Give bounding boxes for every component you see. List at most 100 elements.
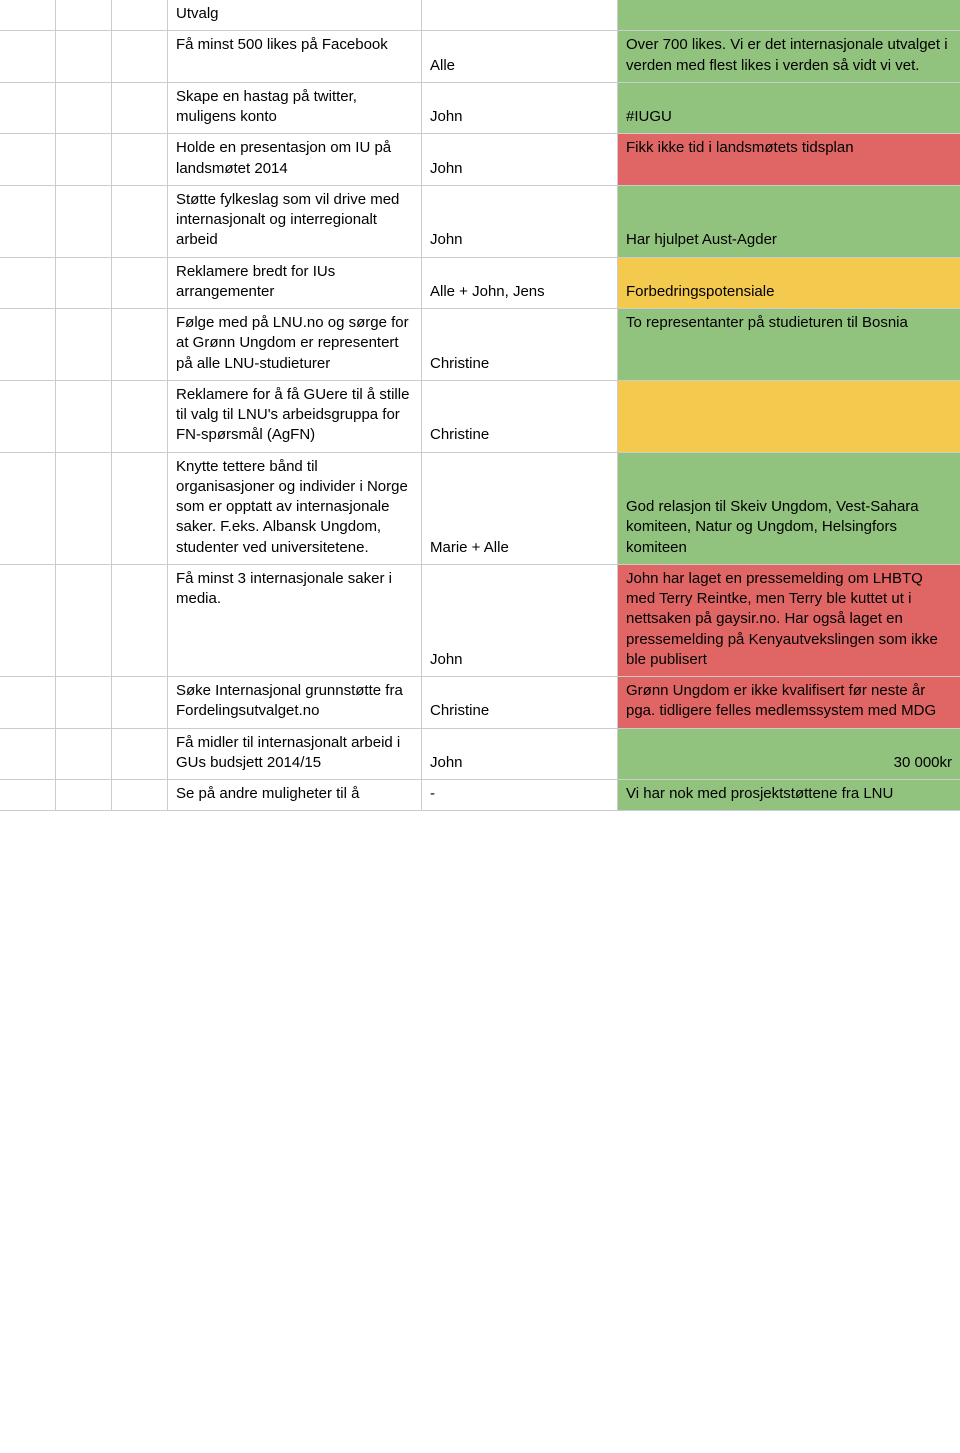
task-text: Reklamere for å få GUere til å stille ti…: [176, 385, 413, 446]
table-row: Reklamere bredt for IUs arrangementer All…: [0, 258, 960, 310]
spacer-cell: [56, 309, 112, 381]
status-cell: [618, 381, 960, 453]
task-text: Følge med på LNU.no og sørge for at Grøn…: [176, 313, 413, 374]
task-text: Skape en hastag på twitter, muligens kon…: [176, 87, 413, 128]
status-cell: Over 700 likes. Vi er det internasjonale…: [618, 31, 960, 83]
status-text: #IUGU: [626, 107, 672, 127]
status-cell: Vi har nok med prosjektstøttene fra LNU: [618, 780, 960, 811]
table-row: Skape en hastag på twitter, muligens kon…: [0, 83, 960, 135]
spacer-cell: [56, 83, 112, 135]
spacer-cell: [0, 31, 56, 83]
spacer-cell: [56, 565, 112, 677]
task-text: Se på andre muligheter til å: [176, 784, 359, 804]
spacer-cell: [56, 381, 112, 453]
table-row: Få minst 500 likes på Facebook Alle Over 7…: [0, 31, 960, 83]
owner-text: -: [430, 784, 435, 804]
status-cell: Forbedringspotensiale: [618, 258, 960, 310]
owner-text: John: [430, 230, 463, 250]
status-cell: 30 000kr: [618, 729, 960, 781]
table-row: Se på andre muligheter til å - Vi har nok …: [0, 780, 960, 811]
spacer-cell: [0, 0, 56, 31]
status-cell: [618, 0, 960, 31]
table-row: Få minst 3 internasjonale saker i media.…: [0, 565, 960, 677]
owner-cell: John: [422, 186, 618, 258]
status-cell: Grønn Ungdom er ikke kvalifisert før nes…: [618, 677, 960, 729]
task-cell: Holde en presentasjon om IU på landsmøte…: [168, 134, 422, 186]
status-text: Har hjulpet Aust-Agder: [626, 230, 777, 250]
owner-text: Alle: [430, 56, 455, 76]
task-text: Holde en presentasjon om IU på landsmøte…: [176, 138, 413, 179]
spacer-cell: [112, 453, 168, 565]
status-text: God relasjon til Skeiv Ungdom, Vest-Saha…: [626, 497, 952, 558]
task-cell: Knytte tettere bånd til organisasjoner o…: [168, 453, 422, 565]
spacer-cell: [0, 453, 56, 565]
task-text: Søke Internasjonal grunnstøtte fra Forde…: [176, 681, 413, 722]
spacer-cell: [0, 258, 56, 310]
owner-text: John: [430, 159, 463, 179]
owner-text: Christine: [430, 425, 489, 445]
task-cell: Søke Internasjonal grunnstøtte fra Forde…: [168, 677, 422, 729]
status-text: Fikk ikke tid i landsmøtets tidsplan: [626, 138, 854, 158]
spacer-cell: [56, 729, 112, 781]
task-cell: Reklamere for å få GUere til å stille ti…: [168, 381, 422, 453]
spacer-cell: [0, 780, 56, 811]
task-cell: Skape en hastag på twitter, muligens kon…: [168, 83, 422, 135]
task-text: Få minst 500 likes på Facebook: [176, 35, 388, 55]
owner-cell: [422, 0, 618, 31]
task-text: Reklamere bredt for IUs arrangementer: [176, 262, 413, 303]
task-cell: Få midler til internasjonalt arbeid i GU…: [168, 729, 422, 781]
task-cell: Utvalg: [168, 0, 422, 31]
spacer-cell: [112, 677, 168, 729]
status-table: Utvalg Få minst 500 likes på Facebook Alle…: [0, 0, 960, 811]
owner-text: John: [430, 753, 463, 773]
owner-cell: Alle + John, Jens: [422, 258, 618, 310]
task-cell: Reklamere bredt for IUs arrangementer: [168, 258, 422, 310]
spacer-cell: [56, 0, 112, 31]
table-row: Utvalg: [0, 0, 960, 31]
owner-cell: Christine: [422, 309, 618, 381]
owner-cell: Christine: [422, 677, 618, 729]
owner-text: Marie + Alle: [430, 538, 509, 558]
owner-text: John: [430, 650, 463, 670]
task-text: Knytte tettere bånd til organisasjoner o…: [176, 457, 413, 558]
status-cell: To representanter på studieturen til Bos…: [618, 309, 960, 381]
table-row: Støtte fylkeslag som vil drive med inter…: [0, 186, 960, 258]
status-text: To representanter på studieturen til Bos…: [626, 313, 908, 333]
owner-text: Christine: [430, 701, 489, 721]
spacer-cell: [112, 258, 168, 310]
status-cell: Har hjulpet Aust-Agder: [618, 186, 960, 258]
spacer-cell: [56, 31, 112, 83]
spacer-cell: [56, 677, 112, 729]
spacer-cell: [112, 134, 168, 186]
owner-cell: -: [422, 780, 618, 811]
spacer-cell: [56, 258, 112, 310]
task-text: Støtte fylkeslag som vil drive med inter…: [176, 190, 413, 251]
owner-cell: Marie + Alle: [422, 453, 618, 565]
task-text: Få midler til internasjonalt arbeid i GU…: [176, 733, 413, 774]
spacer-cell: [112, 780, 168, 811]
status-text: John har laget en pressemelding om LHBTQ…: [626, 569, 952, 670]
spacer-cell: [112, 729, 168, 781]
spacer-cell: [0, 677, 56, 729]
owner-cell: John: [422, 134, 618, 186]
status-text: Forbedringspotensiale: [626, 282, 774, 302]
table-row: Knytte tettere bånd til organisasjoner o…: [0, 453, 960, 565]
task-cell: Følge med på LNU.no og sørge for at Grøn…: [168, 309, 422, 381]
spacer-cell: [0, 729, 56, 781]
table-row: Reklamere for å få GUere til å stille ti…: [0, 381, 960, 453]
task-cell: Få minst 500 likes på Facebook: [168, 31, 422, 83]
table-row: Søke Internasjonal grunnstøtte fra Forde…: [0, 677, 960, 729]
spacer-cell: [56, 134, 112, 186]
status-cell: God relasjon til Skeiv Ungdom, Vest-Saha…: [618, 453, 960, 565]
owner-cell: Christine: [422, 381, 618, 453]
owner-cell: John: [422, 83, 618, 135]
spacer-cell: [56, 453, 112, 565]
owner-cell: John: [422, 565, 618, 677]
spacer-cell: [0, 309, 56, 381]
spacer-cell: [112, 565, 168, 677]
owner-text: Alle + John, Jens: [430, 282, 545, 302]
table-row: Holde en presentasjon om IU på landsmøte…: [0, 134, 960, 186]
status-text: Vi har nok med prosjektstøttene fra LNU: [626, 784, 893, 804]
table-row: Få midler til internasjonalt arbeid i GU…: [0, 729, 960, 781]
task-cell: Støtte fylkeslag som vil drive med inter…: [168, 186, 422, 258]
